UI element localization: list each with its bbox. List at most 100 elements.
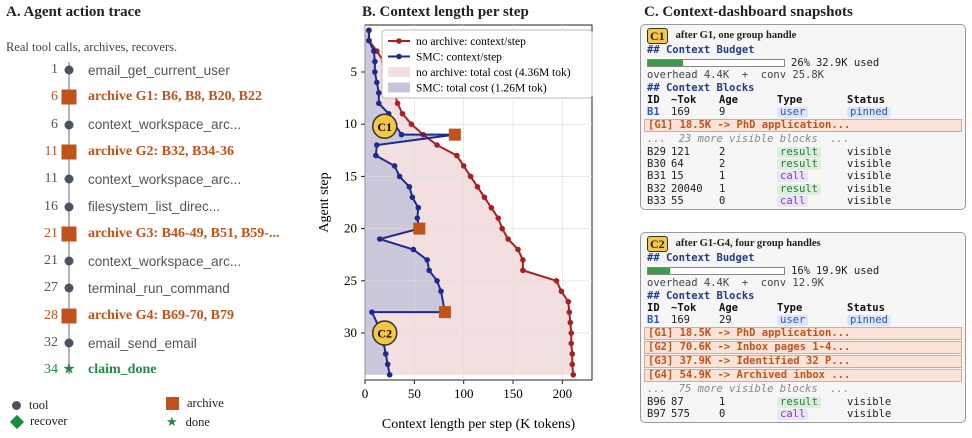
smc-point — [376, 100, 382, 107]
trace-row: 1 email_get_current_user — [0, 58, 320, 82]
cell-tok: 575 — [671, 408, 690, 421]
blocks-table-header: ID ~Tok Age Type Status — [647, 302, 959, 314]
budget-progress-bar — [647, 266, 785, 275]
no-archive-point — [569, 351, 576, 357]
cell-tok: 87 — [671, 395, 684, 408]
smc-point — [373, 152, 379, 159]
cell-age: 29 — [719, 314, 732, 327]
callout-label: C1 — [377, 120, 392, 134]
cell-status: visible — [847, 182, 892, 195]
snapshot-card-c1: C1 after G1, one group handle ## Context… — [640, 24, 966, 211]
blocks-table-body: B96 87 1 result visible B97 575 0 call visible — [647, 396, 959, 421]
col-tok: ~Tok — [671, 93, 697, 106]
trace-step-number: 27 — [44, 280, 58, 296]
cell-age: 1 — [719, 395, 726, 408]
smc-point — [434, 278, 440, 284]
cell-tok: 15 — [671, 170, 684, 183]
budget-progress-fill — [648, 59, 684, 66]
type-pill: result — [777, 396, 821, 408]
legend-done-label: done — [185, 414, 210, 429]
card-caption: after G1, one group handle — [675, 29, 797, 41]
cell-status: visible — [847, 194, 892, 207]
tool-dot-icon — [64, 338, 74, 348]
smc-point — [398, 131, 405, 138]
trace-row: 34 ★ claim_done — [0, 358, 320, 382]
smc-point — [414, 215, 421, 221]
smc-point — [410, 246, 417, 253]
panel-a-title: A. Agent action trace — [6, 4, 141, 20]
legend-swatch-marker — [396, 53, 402, 60]
archive-square-icon — [61, 308, 77, 324]
no-archive-point — [488, 204, 495, 211]
trace-step-number: 21 — [44, 225, 58, 241]
no-archive-point — [394, 100, 401, 107]
context-length-chart: 0 50 100 150 200 5 10 15 20 25 30 Context length pe… — [317, 24, 593, 432]
no-archive-point — [495, 215, 502, 221]
done-star-icon: ★ — [62, 361, 76, 378]
tool-dot-icon — [64, 202, 74, 211]
archive-marker — [413, 222, 426, 235]
legend-tool: tool — [12, 398, 48, 413]
smc-point — [438, 288, 444, 295]
archive-square-icon — [61, 226, 77, 242]
more-blocks-note: ... 75 more visible blocks ... — [647, 383, 850, 396]
no-archive-point — [567, 319, 574, 326]
cell-tok: 169 — [671, 106, 690, 119]
smc-point — [366, 37, 372, 44]
no-archive-point — [467, 173, 474, 180]
table-row: B30 64 2 result visible — [647, 158, 959, 171]
trace-action-label: archive G4: B69-70, B79 — [88, 307, 234, 323]
table-row: B31 15 1 call visible — [647, 170, 959, 183]
col-age: Age — [719, 93, 738, 106]
smc-point — [396, 173, 403, 180]
smc-context-line — [367, 30, 455, 375]
cell-tok: 20040 — [671, 182, 703, 195]
panel-a-subtitle: Real tool calls, archives, recovers. — [6, 40, 178, 54]
cell-age: 1 — [719, 170, 726, 183]
table-row: B96 87 1 result visible — [647, 396, 959, 408]
trace-row: 21 context_workspace_arc... — [0, 249, 320, 273]
cell-status: visible — [847, 158, 892, 171]
x-tick-label: 200 — [553, 386, 573, 401]
trace-row: 27 terminal_run_command — [0, 276, 320, 300]
no-archive-point — [460, 163, 467, 169]
y-tick-label: 15 — [344, 168, 357, 183]
card-header: C1 after G1, one group handle — [647, 28, 959, 44]
panel-c-dashboard-snapshots: C. Context-dashboard snapshots C1 after … — [636, 0, 972, 438]
smc-point — [391, 163, 398, 169]
no-archive-point — [515, 246, 521, 253]
budget-row: 16% 19.9K used — [647, 264, 959, 277]
budget-progress-bar — [647, 58, 785, 67]
trace-action-label: context_workspace_arc... — [88, 117, 242, 133]
cell-age: 2 — [719, 158, 726, 171]
legend-archive-label: archive — [187, 396, 224, 410]
col-age: Age — [719, 301, 738, 314]
no-archive-point — [408, 121, 415, 127]
trace-row: 11 context_workspace_arc... — [0, 167, 320, 191]
smc-point — [376, 90, 382, 96]
legend-swatch — [388, 67, 410, 77]
trace-action-label: terminal_run_command — [88, 280, 230, 296]
trace-row: 32 email_send_email — [0, 331, 320, 355]
card-header: C2 after G1-G4, four group handles — [647, 236, 959, 252]
cell-id: B96 — [647, 395, 666, 408]
smc-point — [382, 351, 389, 357]
snapshot-card-c2: C2 after G1-G4, four group handles ## Co… — [640, 232, 966, 424]
trace-row: 6 archive G1: B6, B8, B20, B22 — [0, 85, 320, 109]
col-id: ID — [647, 93, 660, 106]
x-axis-label: Context length per step (K tokens) — [382, 417, 576, 432]
budget-heading: ## Context Budget — [647, 44, 755, 56]
callout-circle — [371, 113, 398, 140]
y-tick-label: 5 — [351, 64, 358, 79]
y-tick-label: 20 — [344, 221, 357, 236]
no-archive-point — [453, 152, 460, 159]
col-status: Status — [847, 301, 885, 314]
blocks-heading: ## Context Blocks — [647, 81, 755, 94]
trace-action-label: filesystem_list_direc... — [88, 199, 221, 214]
budget-used: 32.9K used — [815, 56, 880, 69]
legend-tool-label: tool — [29, 398, 49, 412]
no-archive-point — [520, 257, 526, 263]
cell-tok: 169 — [671, 314, 690, 327]
budget-overhead: overhead 4.4K + conv 12.9K — [647, 277, 825, 290]
smc-point — [372, 69, 378, 75]
